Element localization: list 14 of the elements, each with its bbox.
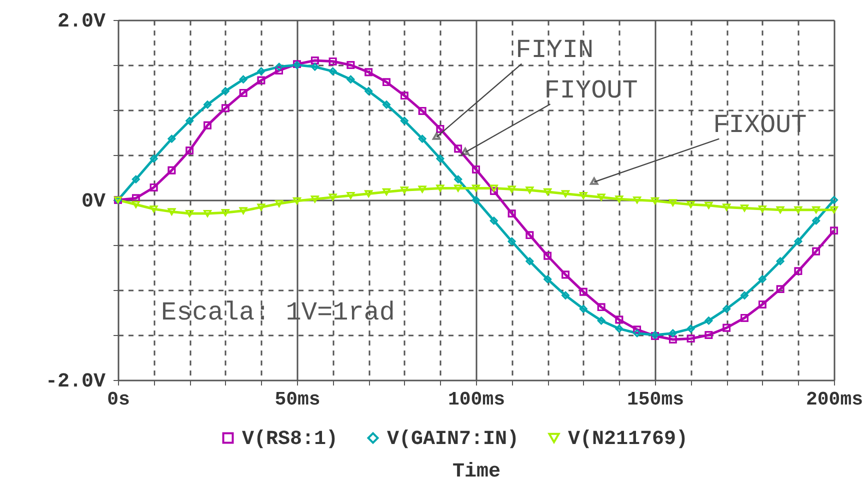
x-tick-label: 50ms [274,388,320,410]
y-tick-label: 2.0V [57,10,106,34]
annotation: FIXOUT [713,110,807,140]
y-tick-label: 0V [81,190,106,214]
legend-label: V(N211769) [568,428,688,451]
legend-label: V(GAIN7:IN) [387,428,520,451]
x-tick-label: 200ms [806,388,864,410]
y-tick-label: -2.0V [45,370,106,394]
x-axis-title: Time [452,460,501,484]
x-tick-label: 100ms [448,388,506,410]
annotation: FIYIN [516,35,594,65]
x-tick-label: 150ms [626,388,684,410]
legend-label: V(RS8:1) [242,428,338,451]
x-tick-label: 0s [107,388,130,410]
